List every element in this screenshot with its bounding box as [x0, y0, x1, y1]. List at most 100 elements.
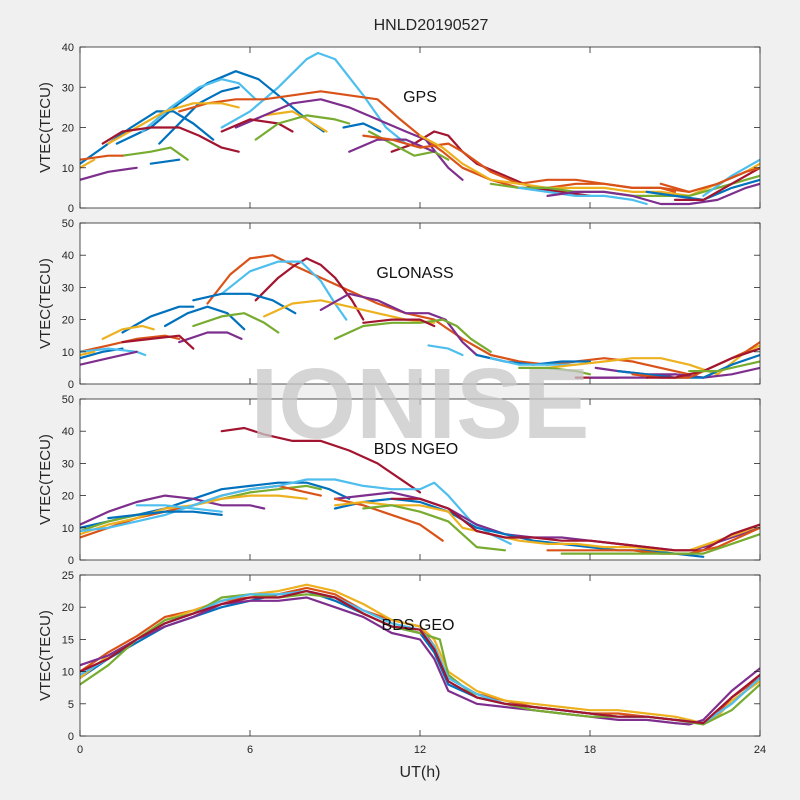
y-tick-label: 0: [68, 203, 74, 215]
series-line-30: [659, 166, 760, 193]
series-line-23: [546, 344, 760, 376]
y-tick-label: 0: [68, 555, 74, 567]
y-tick-label: 0: [68, 731, 74, 743]
plot-area: [80, 399, 760, 560]
series-line-16: [80, 347, 147, 357]
y-tick-label: 10: [62, 347, 74, 359]
series-line-14: [362, 504, 507, 552]
y-axis-label: VTEC(TECU): [37, 434, 54, 525]
series-line-17: [80, 350, 138, 366]
series-line-26: [546, 182, 760, 206]
y-tick-label: 30: [62, 282, 74, 294]
series-line-24: [518, 366, 592, 376]
y-tick-label: 20: [62, 315, 74, 327]
panel-label: BDS NGEO: [374, 441, 458, 458]
series-line-7: [80, 590, 760, 725]
series-line-10: [178, 331, 243, 344]
panel-1: 0 10 20 30 40 VTEC(TECU) GPS: [37, 42, 761, 215]
y-axis-label: VTEC(TECU): [37, 610, 54, 701]
series-line-31: [688, 360, 760, 373]
series-line-2: [115, 70, 325, 145]
series-line-8: [107, 510, 223, 520]
y-tick-label: 20: [62, 491, 74, 503]
y-tick-label: 50: [62, 394, 74, 406]
y-tick-label: 5: [68, 699, 74, 711]
series-line-14: [254, 114, 351, 141]
y-tick-label: 10: [62, 163, 74, 175]
series-line-20: [80, 154, 124, 161]
y-tick-label: 15: [62, 634, 74, 646]
x-tick-label: 6: [247, 744, 253, 756]
series-line-22: [489, 357, 577, 366]
series-line-5: [121, 305, 195, 334]
panel-2: 0 10 20 30 40 50 VTEC(TECU) GLONASS: [37, 218, 761, 391]
x-tick-label: 12: [414, 744, 426, 756]
y-tick-label: 10: [62, 523, 74, 535]
series-line-9: [319, 292, 478, 357]
series-group: [80, 254, 760, 379]
series-group: [80, 51, 760, 206]
series-line-21: [80, 158, 96, 169]
series-line-17: [342, 122, 382, 133]
series-line-8: [263, 110, 328, 133]
series-line-13: [121, 146, 189, 161]
y-tick-label: 30: [62, 82, 74, 94]
y-tick-label: 20: [62, 602, 74, 614]
series-line-18: [80, 166, 138, 181]
series-line-15: [390, 497, 760, 552]
series-line-9: [135, 504, 223, 513]
series-line-28: [673, 166, 760, 201]
x-tick-label: 18: [584, 744, 596, 756]
panel-label: GLONASS: [376, 265, 453, 282]
panel-4: 0 5 10 15 20 25 0 6 12 18 24 VTEC(TECU) BDS GEO: [37, 570, 766, 756]
x-tick-label: 24: [754, 744, 766, 756]
series-line-2: [254, 257, 365, 321]
plot-area: [80, 47, 760, 208]
y-tick-label: 40: [62, 426, 74, 438]
series-line-8: [101, 324, 155, 340]
series-group: [80, 583, 760, 726]
series-line-16: [149, 158, 181, 165]
series-line-17: [560, 533, 760, 555]
x-tick-label: 0: [77, 744, 83, 756]
series-line-25: [518, 186, 648, 206]
series-line-4: [80, 110, 215, 165]
series-line-20: [427, 344, 464, 357]
y-tick-label: 10: [62, 667, 74, 679]
series-line-1: [206, 254, 691, 376]
series-line-12: [333, 318, 492, 353]
panel-label: BDS GEO: [382, 617, 455, 634]
series-line-4: [192, 292, 297, 315]
series-line-14: [121, 334, 195, 350]
x-axis-label: UT(h): [400, 764, 441, 781]
panel-label: GPS: [403, 89, 437, 106]
y-tick-label: 20: [62, 123, 74, 135]
panel-3: 0 10 20 30 40 50 VTEC(TECU) BDS NGEO: [37, 394, 761, 567]
series-group: [80, 426, 760, 558]
y-tick-label: 40: [62, 250, 74, 262]
series-line-18: [80, 350, 96, 357]
series-line-1: [220, 51, 407, 145]
y-tick-label: 50: [62, 218, 74, 230]
y-tick-label: 30: [62, 458, 74, 470]
y-axis-label: VTEC(TECU): [37, 82, 54, 173]
series-line-11: [192, 312, 280, 334]
series-line-4: [80, 596, 760, 726]
y-axis-label: VTEC(TECU): [37, 258, 54, 349]
y-tick-label: 0: [68, 379, 74, 391]
plot-area: [80, 575, 760, 736]
y-tick-label: 40: [62, 42, 74, 54]
series-line-29: [702, 158, 760, 197]
watermark: IONISE: [251, 348, 590, 460]
series-line-6: [163, 305, 246, 331]
series-line-3: [80, 494, 266, 526]
chart-title: HNLD20190527: [374, 17, 489, 34]
series-line-7: [80, 478, 512, 545]
series-line-11: [220, 118, 294, 133]
series-line-13: [333, 500, 760, 552]
y-tick-label: 25: [62, 570, 74, 582]
series-line-19: [362, 318, 436, 328]
series-line-1: [220, 426, 422, 494]
